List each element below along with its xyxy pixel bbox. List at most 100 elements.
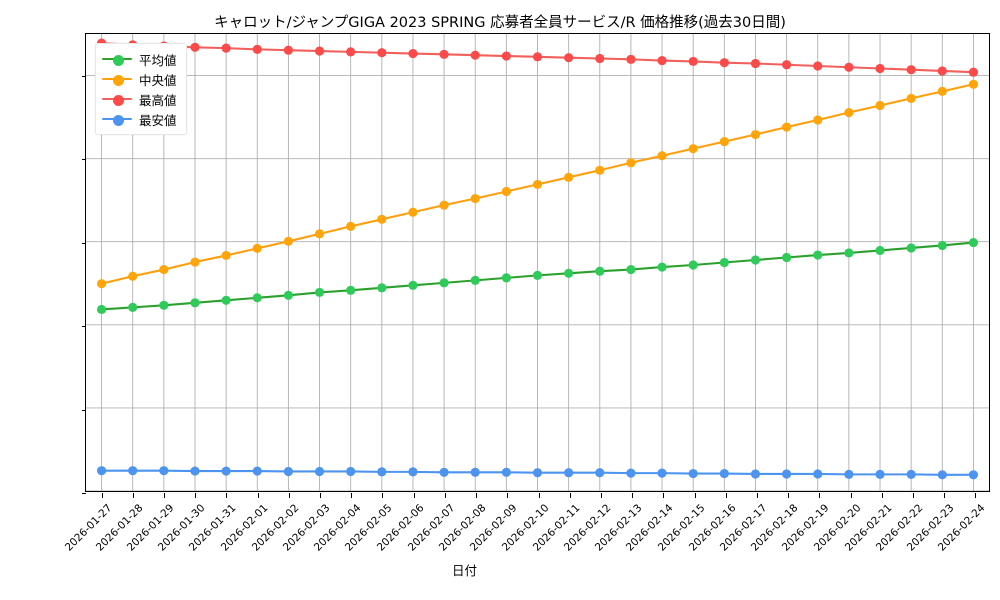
data-point [532,270,543,280]
chart-title: キャロット/ジャンプGIGA 2023 SPRING 応募者全員サービス/R 価… [214,15,786,31]
x-axis-tick-mark [663,493,665,498]
data-point [750,129,761,140]
x-axis-tick-mark [444,493,446,498]
data-point [221,43,231,53]
data-point [782,60,792,70]
legend-item-平均値[interactable]: 平均値 [102,49,177,69]
data-point [906,469,916,479]
x-axis-tick-mark [132,493,134,498]
data-point [626,158,636,168]
data-point [532,468,543,478]
data-point [346,285,356,295]
data-point [408,48,418,59]
data-point [159,264,169,275]
data-point [96,304,107,315]
data-point [564,268,574,278]
data-point [782,122,792,132]
data-point [221,466,231,476]
x-axis-tick-mark [476,493,478,498]
x-axis-tick-mark [569,493,571,498]
data-point [439,49,449,59]
legend-item-最安値[interactable]: 最安値 [102,109,177,129]
data-point [906,93,916,103]
data-point [906,243,916,253]
x-axis-tick-mark [600,493,602,498]
data-point [470,50,480,60]
data-point [968,79,979,89]
y-axis-tick-mark [81,493,86,494]
data-point [657,468,667,478]
data-point [813,115,823,125]
x-axis-tick-mark [912,493,914,498]
data-point [937,240,947,251]
data-point [875,245,885,256]
data-point [719,257,729,268]
series-中央値 [96,79,979,289]
data-point [968,67,979,77]
data-point [96,279,107,289]
y-axis-tick-mark [81,75,86,77]
data-point [283,45,293,55]
data-point [252,466,262,476]
data-point [221,250,231,261]
data-point [844,248,854,258]
y-axis-tick-mark [81,409,86,411]
data-point [626,54,636,64]
data-point [377,283,387,293]
x-axis-tick-mark [413,493,415,498]
legend-label: 平均値 [139,52,177,68]
data-point [688,56,698,66]
data-point [532,52,543,62]
data-point [346,221,356,231]
data-point [968,470,979,480]
x-axis-tick-mark [101,493,103,498]
data-point [408,280,418,290]
data-series-layer [96,38,979,480]
data-point [813,469,823,479]
y-axis-tick-mark [81,242,86,244]
x-axis-tick-mark [382,493,384,498]
data-point [470,193,480,204]
data-point [408,207,418,217]
data-point [937,86,947,96]
data-point [283,236,293,246]
data-point [564,172,574,182]
x-axis-tick-mark [257,493,259,498]
data-point [190,298,200,308]
data-point [532,179,543,189]
data-point [501,186,511,197]
data-point [595,266,605,276]
data-point [283,290,293,300]
x-axis-tick-mark [507,493,509,498]
x-axis-tick-mark [351,493,353,498]
data-point [937,66,947,76]
data-point [252,293,262,303]
data-point [128,466,138,476]
data-point [564,53,574,63]
data-point [439,278,449,288]
data-point [782,469,792,479]
data-point [283,466,293,477]
data-point [844,107,854,118]
data-point [190,257,200,267]
x-axis-tick-mark [288,493,290,498]
chart-legend[interactable]: 平均値 中央値最高値 最安値 [95,43,187,135]
x-axis-tick-mark [538,493,540,498]
data-point [564,468,574,478]
legend-label: 最高値 [139,92,177,108]
data-point [377,467,387,477]
data-point [159,300,169,310]
data-point [657,262,667,272]
data-point [688,260,698,270]
data-point [595,468,605,478]
legend-item-中央値[interactable]: 中央値 [102,69,177,89]
data-point [782,252,792,263]
legend-item-最高値[interactable]: 最高値 [102,89,177,109]
data-point [128,271,138,281]
y-axis-tick-mark [81,326,86,328]
data-point [813,250,823,260]
data-point [377,214,387,224]
data-point [968,237,979,248]
